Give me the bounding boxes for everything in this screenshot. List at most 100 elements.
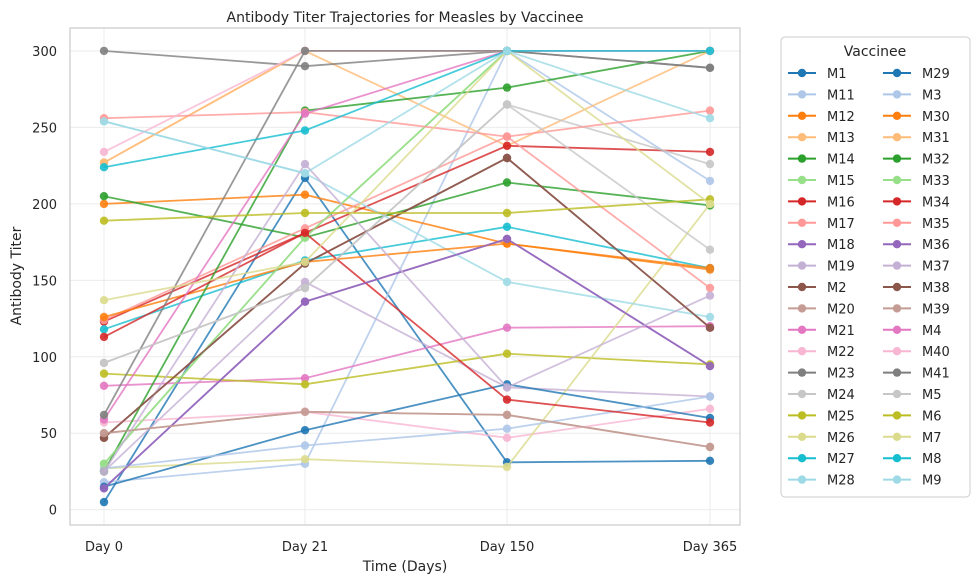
legend-swatch-marker xyxy=(892,475,902,484)
data-point xyxy=(705,263,715,273)
series-line xyxy=(103,156,711,439)
chart-title: Antibody Titer Trajectories for Measles … xyxy=(227,10,584,26)
plot-frame xyxy=(69,27,741,526)
series-line xyxy=(103,103,711,364)
data-point xyxy=(705,159,715,169)
legend-item: M17 xyxy=(788,217,855,232)
data-point xyxy=(502,46,512,56)
legend-item: M22 xyxy=(788,345,855,360)
legend-label: M32 xyxy=(922,153,950,168)
legend-item: M32 xyxy=(883,153,950,168)
series-line xyxy=(103,49,711,484)
data-point xyxy=(502,462,512,472)
legend-swatch-marker xyxy=(892,347,902,356)
legend-title: Vaccinee xyxy=(844,44,906,60)
data-point xyxy=(99,199,109,209)
data-point xyxy=(502,83,512,92)
legend-item: M1 xyxy=(788,67,847,82)
series-m36 xyxy=(99,234,715,493)
legend-swatch-marker xyxy=(797,90,807,99)
legend-item: M2 xyxy=(788,281,847,296)
x-tick-label: Day 365 xyxy=(683,540,738,555)
legend-label: M37 xyxy=(922,260,950,275)
data-point xyxy=(705,323,715,332)
legend-swatch-marker xyxy=(892,133,902,142)
legend-item: M26 xyxy=(788,431,855,446)
legend-label: M12 xyxy=(827,110,855,125)
legend-label: M7 xyxy=(922,431,942,446)
data-point xyxy=(99,332,109,342)
data-point xyxy=(300,169,310,178)
data-point xyxy=(300,380,310,389)
data-point xyxy=(300,407,310,416)
series-line xyxy=(103,325,711,387)
legend-item: M39 xyxy=(883,302,950,317)
legend-item: M18 xyxy=(788,238,855,253)
legend-label: M24 xyxy=(827,388,855,403)
series-line xyxy=(103,109,711,138)
series-line xyxy=(103,198,711,222)
data-point xyxy=(502,424,512,433)
data-point xyxy=(99,325,109,334)
data-point xyxy=(705,199,715,209)
legend-item: M6 xyxy=(883,409,942,424)
series-line xyxy=(103,407,711,439)
data-point xyxy=(502,433,512,442)
legend-item: M37 xyxy=(883,260,950,275)
legend-swatch-marker xyxy=(892,411,902,420)
data-point xyxy=(705,283,715,293)
legend-label: M25 xyxy=(827,409,855,424)
data-point xyxy=(300,159,310,169)
legend-label: M15 xyxy=(827,174,855,189)
data-point xyxy=(502,208,512,218)
series-m25 xyxy=(99,349,715,389)
legend-swatch-marker xyxy=(797,261,807,270)
data-point xyxy=(705,245,715,254)
legend-swatch-marker xyxy=(797,154,807,163)
series-line xyxy=(103,144,711,323)
legend-label: M41 xyxy=(922,367,950,382)
legend-label: M16 xyxy=(827,195,855,210)
data-point xyxy=(502,395,512,404)
legend-item: M21 xyxy=(788,324,855,339)
legend-label: M30 xyxy=(922,110,950,125)
data-point xyxy=(705,291,715,300)
data-point xyxy=(300,61,310,71)
series-m1 xyxy=(99,173,715,507)
data-point xyxy=(502,349,512,358)
legend-swatch-marker xyxy=(892,90,902,99)
data-point xyxy=(705,114,715,123)
series-line xyxy=(103,49,711,175)
data-point xyxy=(502,323,512,332)
legend-item: M9 xyxy=(883,474,942,489)
series-line xyxy=(103,50,711,472)
legend-item: M12 xyxy=(788,110,855,125)
data-point xyxy=(300,228,310,238)
legend-swatch-marker xyxy=(892,240,902,249)
y-tick-label: 150 xyxy=(32,274,57,289)
data-point xyxy=(502,153,512,163)
data-point xyxy=(502,234,512,244)
data-point xyxy=(300,46,310,56)
data-point xyxy=(99,410,109,420)
y-tick-label: 0 xyxy=(49,504,57,519)
legend-label: M19 xyxy=(827,260,855,275)
legend-item: M36 xyxy=(883,238,950,253)
data-point xyxy=(705,63,715,72)
legend-item: M4 xyxy=(883,324,942,339)
legend-label: M20 xyxy=(827,302,855,317)
legend-swatch-marker xyxy=(892,389,902,399)
legend-label: M39 xyxy=(922,302,950,317)
legend-item: M40 xyxy=(883,345,950,360)
series-line xyxy=(103,280,711,473)
series-line xyxy=(103,410,711,448)
series-m37 xyxy=(99,159,715,476)
y-tick-label: 100 xyxy=(32,351,57,366)
legend-items: M1 M11 M12 M13 M14 M15 M16 M17 M18 M19 M2 M20 M21 M22… xyxy=(788,67,950,489)
legend-item: M3 xyxy=(883,88,942,103)
legend-item: M38 xyxy=(883,281,950,296)
legend-swatch-marker xyxy=(892,432,902,441)
y-axis-label: Antibody Titer xyxy=(9,226,25,325)
data-point xyxy=(502,222,512,231)
data-point xyxy=(705,418,715,427)
